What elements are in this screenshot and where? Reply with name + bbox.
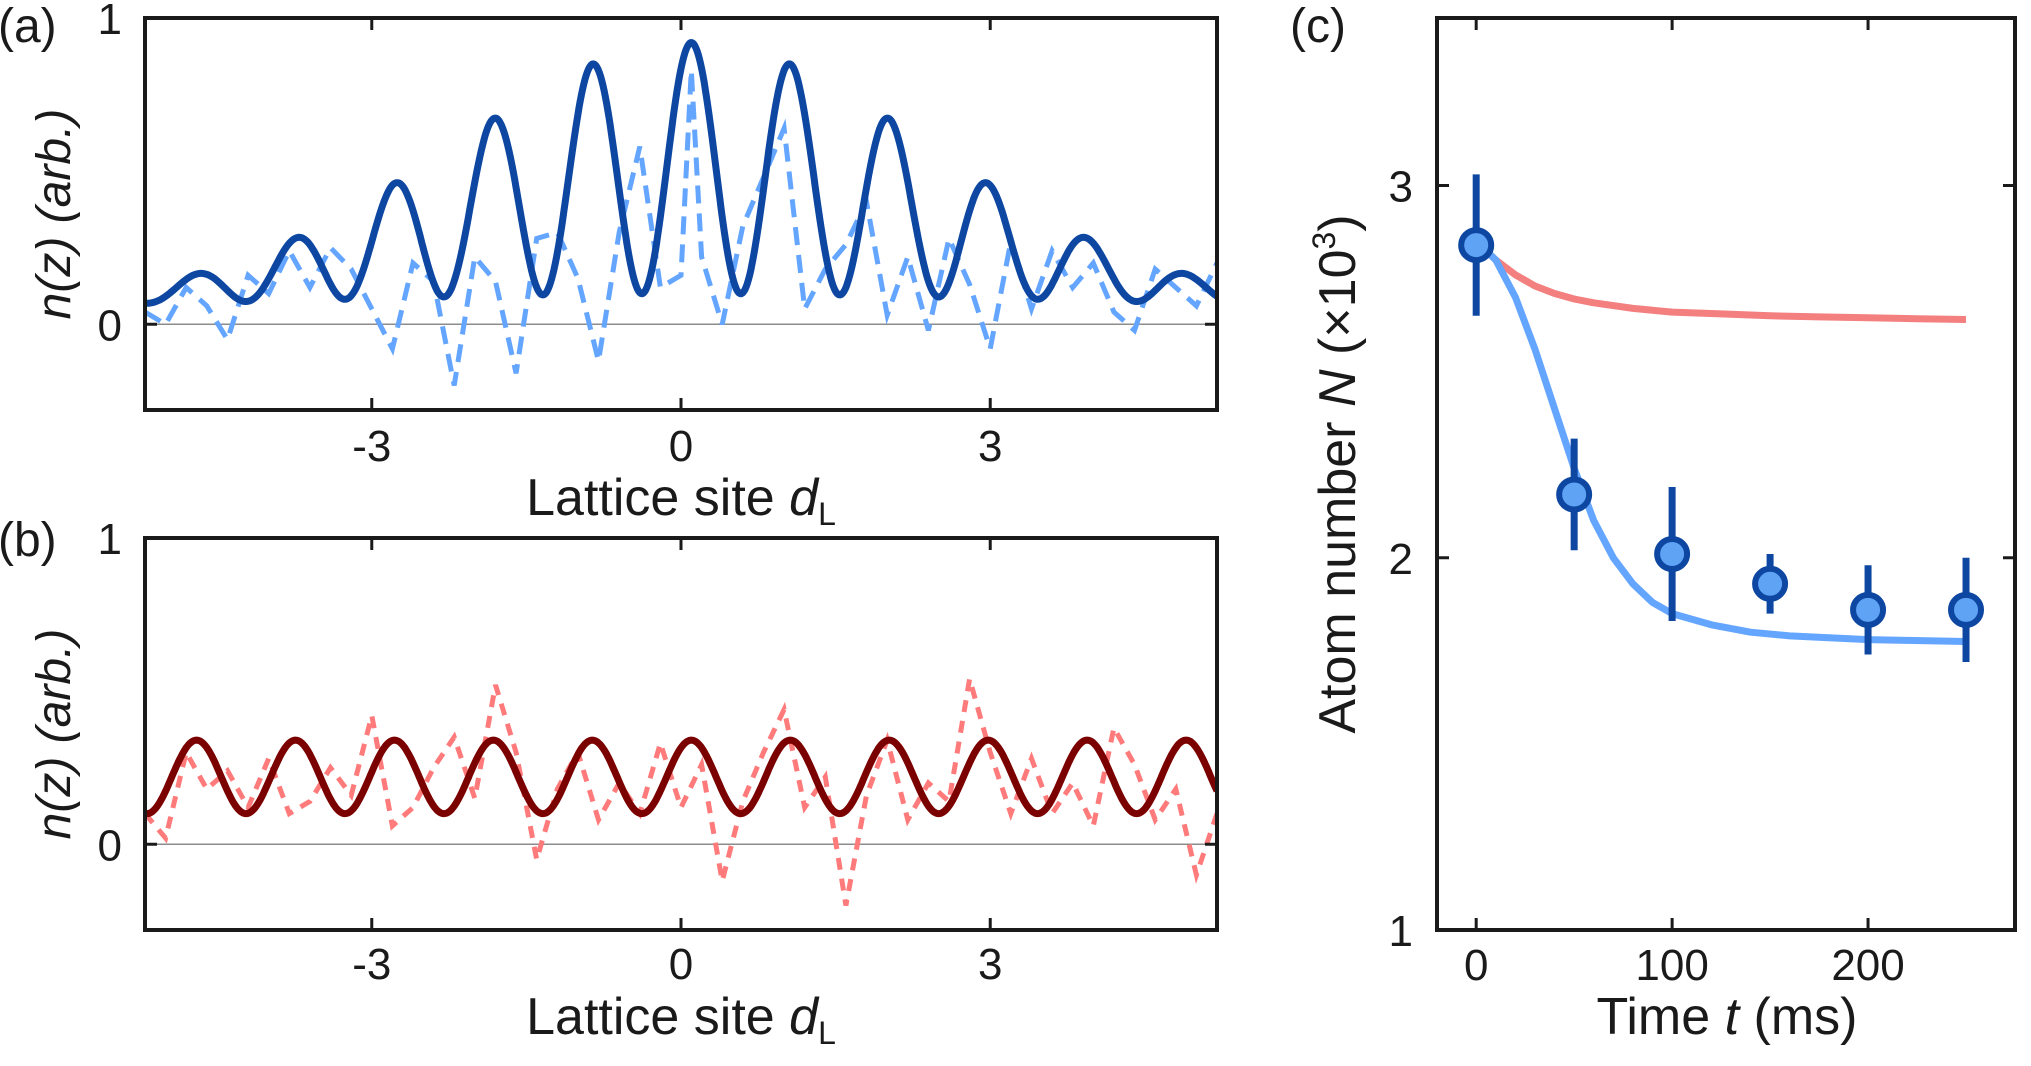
panel-c-data-point-3	[1752, 565, 1789, 602]
panel-c-label: (c)	[1290, 0, 1346, 53]
panel-a-xtick-label-0: -3	[352, 422, 391, 471]
panel-a-ytick-label-0: 0	[98, 301, 122, 350]
panel-a-xlabel-text: Lattice site	[526, 469, 775, 527]
panel-a: (a) 0 1 -3 0 3 Lattice site dL n(z) (arb…	[0, 0, 1219, 532]
panel-c-ylabel-unit-pre: (×10	[1309, 249, 1367, 355]
panel-c-data-point-2	[1654, 536, 1691, 573]
panel-b-ytick-label-0: 0	[98, 821, 122, 870]
panel-c-xtick-label-0: 0	[1464, 941, 1488, 990]
panel-c-ylabel-unit-post: )	[1309, 214, 1367, 231]
panel-c-ylabel-unit-sup: 3	[1306, 232, 1342, 250]
panel-b-label: (b)	[0, 514, 57, 567]
panel-c-ytick-label-3: 3	[1389, 163, 1413, 212]
panel-a-xlabel-var: d	[789, 469, 820, 527]
panel-a-theory-solid-line	[145, 39, 1217, 307]
panel-c-xtick-label-100: 100	[1635, 941, 1708, 990]
panel-c-data-point-1	[1556, 476, 1593, 513]
panel-a-xtick-label-1: 0	[669, 422, 693, 471]
panel-c-ytick-label-2: 2	[1389, 535, 1413, 584]
panel-b-ylabel: n(z) (arb.)	[28, 629, 81, 840]
panel-c-data-point-0	[1458, 227, 1495, 264]
panel-c-xlabel-text: Time	[1597, 988, 1711, 1046]
panel-b: (b) 0 1 -3 0 3 Lattice site dL n(z) (arb…	[0, 514, 1219, 1051]
panel-a-ytick-label-1: 1	[98, 0, 122, 44]
panel-b-xlabel: Lattice site dL	[526, 988, 836, 1051]
panel-c-data-point-4	[1850, 591, 1887, 628]
panel-c-ylabel-text: Atom number	[1309, 421, 1367, 733]
panel-a-xlabel-sub: L	[818, 496, 836, 532]
panel-c-xlabel: Time t (ms)	[1597, 988, 1858, 1046]
panel-a-experiment-dashed-line	[145, 69, 1217, 386]
panel-b-xtick-label-1: 0	[669, 940, 693, 989]
panel-c-xlabel-var: t	[1725, 988, 1742, 1046]
panel-c-ylabel-var: N	[1309, 369, 1367, 407]
panel-b-frame	[143, 536, 1219, 932]
panel-c-model-blue-line	[1473, 238, 1967, 645]
panel-b-xlabel-sub: L	[818, 1015, 836, 1051]
panel-c-data-points	[1458, 174, 1985, 662]
panel-c-ylabel: Atom number N (×103)	[1306, 214, 1367, 733]
panel-b-xtick-label-2: 3	[978, 940, 1002, 989]
panel-c-model-red-line	[1473, 238, 1967, 323]
panel-c-ytick-label-1: 1	[1389, 907, 1413, 956]
panel-c: (c) 1 2 3 0 100 200 Time t (ms) Atom num…	[1290, 0, 2017, 1046]
panel-a-label: (a)	[0, 0, 57, 53]
panel-a-ticks	[145, 16, 1217, 410]
panel-a-ylabel: n(z) (arb.)	[28, 109, 81, 320]
panel-a-xlabel: Lattice site dL	[526, 469, 836, 532]
panel-c-data-point-5	[1948, 591, 1985, 628]
panel-a-xtick-label-2: 3	[978, 422, 1002, 471]
panel-c-ticks	[1437, 18, 2015, 932]
panel-c-frame	[1435, 16, 2017, 932]
panel-b-xlabel-text: Lattice site	[526, 988, 775, 1046]
panel-c-xlabel-unit: (ms)	[1754, 988, 1858, 1046]
panel-b-theory-solid-line	[145, 736, 1217, 818]
panel-b-xtick-label-0: -3	[352, 940, 391, 989]
panel-b-ticks	[145, 536, 1217, 930]
panel-b-experiment-dashed-line	[145, 678, 1217, 906]
panel-b-xlabel-var: d	[789, 988, 820, 1046]
panel-c-xtick-label-200: 200	[1831, 941, 1904, 990]
panel-b-ytick-label-1: 1	[98, 515, 122, 564]
